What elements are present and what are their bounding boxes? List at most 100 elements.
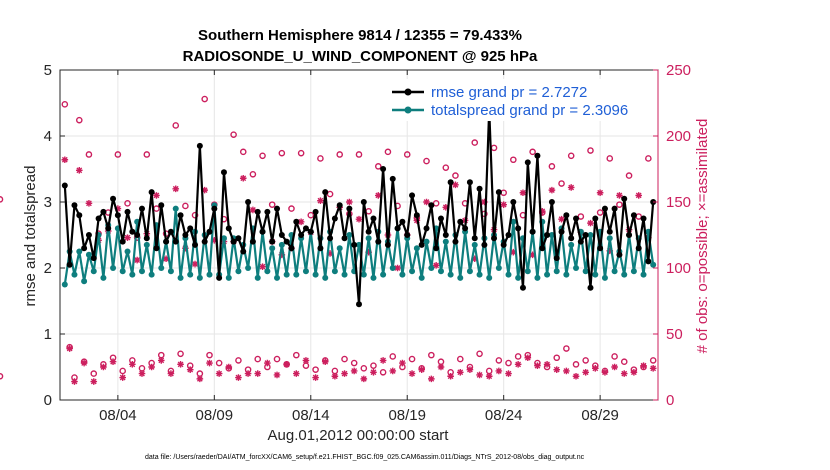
assimilated-obs-marker	[582, 368, 589, 376]
rmse-point	[201, 238, 208, 245]
totalspread-point	[177, 274, 184, 281]
assimilated-obs-marker	[592, 365, 599, 372]
possible-obs-marker	[0, 372, 4, 380]
possible-obs-marker	[456, 355, 464, 363]
y-right-tick-label: 50	[666, 326, 683, 343]
assimilated-obs-marker	[80, 359, 88, 367]
totalspread-point	[172, 205, 179, 212]
possible-obs-marker	[384, 148, 392, 156]
rmse-point	[582, 232, 589, 238]
assimilated-obs-marker	[71, 378, 78, 385]
possible-obs-marker	[403, 151, 411, 158]
assimilated-obs-marker	[206, 359, 213, 367]
totalspread-point	[283, 271, 290, 278]
assimilated-obs-marker	[519, 189, 527, 197]
possible-obs-marker	[510, 156, 517, 164]
assimilated-obs-marker	[109, 358, 117, 366]
y-right-tick-label: 150	[666, 194, 691, 211]
rmse-point	[380, 166, 387, 172]
rmse-point	[495, 189, 502, 196]
rmse-point	[558, 228, 565, 235]
possible-obs-marker	[293, 351, 300, 359]
assimilated-obs-marker	[225, 363, 233, 371]
assimilated-obs-marker	[157, 357, 165, 364]
possible-obs-marker	[196, 370, 204, 377]
assimilated-obs-marker	[399, 359, 406, 367]
totalspread-point	[138, 268, 145, 275]
rmse-point	[187, 225, 194, 232]
assimilated-obs-marker	[191, 260, 199, 268]
assimilated-obs-marker	[133, 256, 141, 264]
possible-obs-marker	[230, 131, 237, 138]
rmse-point	[298, 232, 305, 238]
assimilated-obs-marker	[201, 186, 208, 194]
assimilated-obs-marker	[370, 368, 377, 376]
totalspread-point	[447, 271, 454, 278]
totalspread-point	[601, 274, 608, 281]
assimilated-obs-marker	[273, 371, 281, 379]
totalspread-point	[196, 274, 203, 281]
assimilated-obs-marker	[124, 234, 131, 241]
assimilated-obs-marker	[616, 192, 623, 199]
possible-obs-marker	[428, 351, 435, 359]
totalspread-point	[534, 274, 541, 281]
rmse-point	[563, 212, 570, 219]
totalspread-point	[486, 274, 493, 281]
footer-data-file: data file: /Users/raeder/DAI/ATM_forcXX/…	[145, 454, 585, 461]
assimilated-obs-marker	[350, 367, 358, 375]
assimilated-obs-marker	[466, 366, 474, 373]
y-right-tick-label: 200	[666, 128, 691, 145]
totalspread-point	[621, 271, 628, 278]
rmse-point	[317, 245, 324, 252]
rmse-point	[312, 208, 319, 215]
possible-obs-marker	[490, 144, 498, 152]
x-tick-label: 08/04	[99, 407, 137, 424]
totalspread-point	[495, 265, 502, 271]
possible-obs-marker	[471, 139, 479, 146]
assimilated-obs-marker	[302, 357, 310, 364]
rmse-point	[322, 189, 329, 196]
totalspread-point	[553, 268, 560, 275]
x-tick-label: 08/14	[292, 407, 330, 424]
totalspread-point	[442, 238, 449, 245]
rmse-point	[384, 241, 391, 248]
y-left-tick-label: 5	[44, 62, 52, 79]
rmse-point	[606, 228, 613, 235]
assimilated-obs-marker	[514, 361, 522, 368]
assimilated-obs-marker	[326, 250, 334, 257]
rmse-point	[346, 205, 353, 212]
rmse-point	[274, 205, 281, 212]
rmse-point	[302, 225, 309, 232]
totalspread-point	[158, 265, 165, 271]
totalspread-point	[360, 271, 367, 278]
legend-rmse-marker	[404, 88, 412, 96]
rmse-point	[423, 225, 430, 232]
possible-obs-marker	[645, 155, 652, 162]
possible-obs-marker	[206, 351, 213, 359]
rmse-point	[66, 261, 73, 268]
assimilated-obs-marker	[346, 198, 353, 206]
assimilated-obs-marker	[596, 189, 604, 197]
totalspread-point	[380, 271, 387, 278]
assimilated-obs-marker	[553, 366, 561, 373]
rmse-point	[259, 228, 266, 235]
assimilated-obs-marker	[505, 370, 512, 377]
rmse-point	[95, 215, 102, 222]
assimilated-obs-marker	[389, 367, 397, 375]
assimilated-obs-marker	[331, 372, 339, 380]
totalspread-point	[630, 268, 637, 275]
rmse-point	[110, 195, 117, 202]
possible-obs-marker	[215, 359, 223, 367]
rmse-point	[539, 245, 546, 252]
assimilated-obs-marker	[317, 197, 324, 204]
rmse-point	[182, 232, 189, 238]
possible-obs-marker	[514, 353, 522, 360]
assimilated-obs-marker	[186, 366, 194, 373]
possible-obs-marker	[90, 370, 98, 377]
possible-obs-marker	[239, 148, 247, 156]
totalspread-point	[611, 268, 618, 275]
possible-obs-marker	[563, 345, 570, 352]
possible-obs-marker	[616, 201, 623, 208]
assimilated-obs-marker	[548, 186, 556, 194]
totalspread-point	[61, 281, 68, 288]
